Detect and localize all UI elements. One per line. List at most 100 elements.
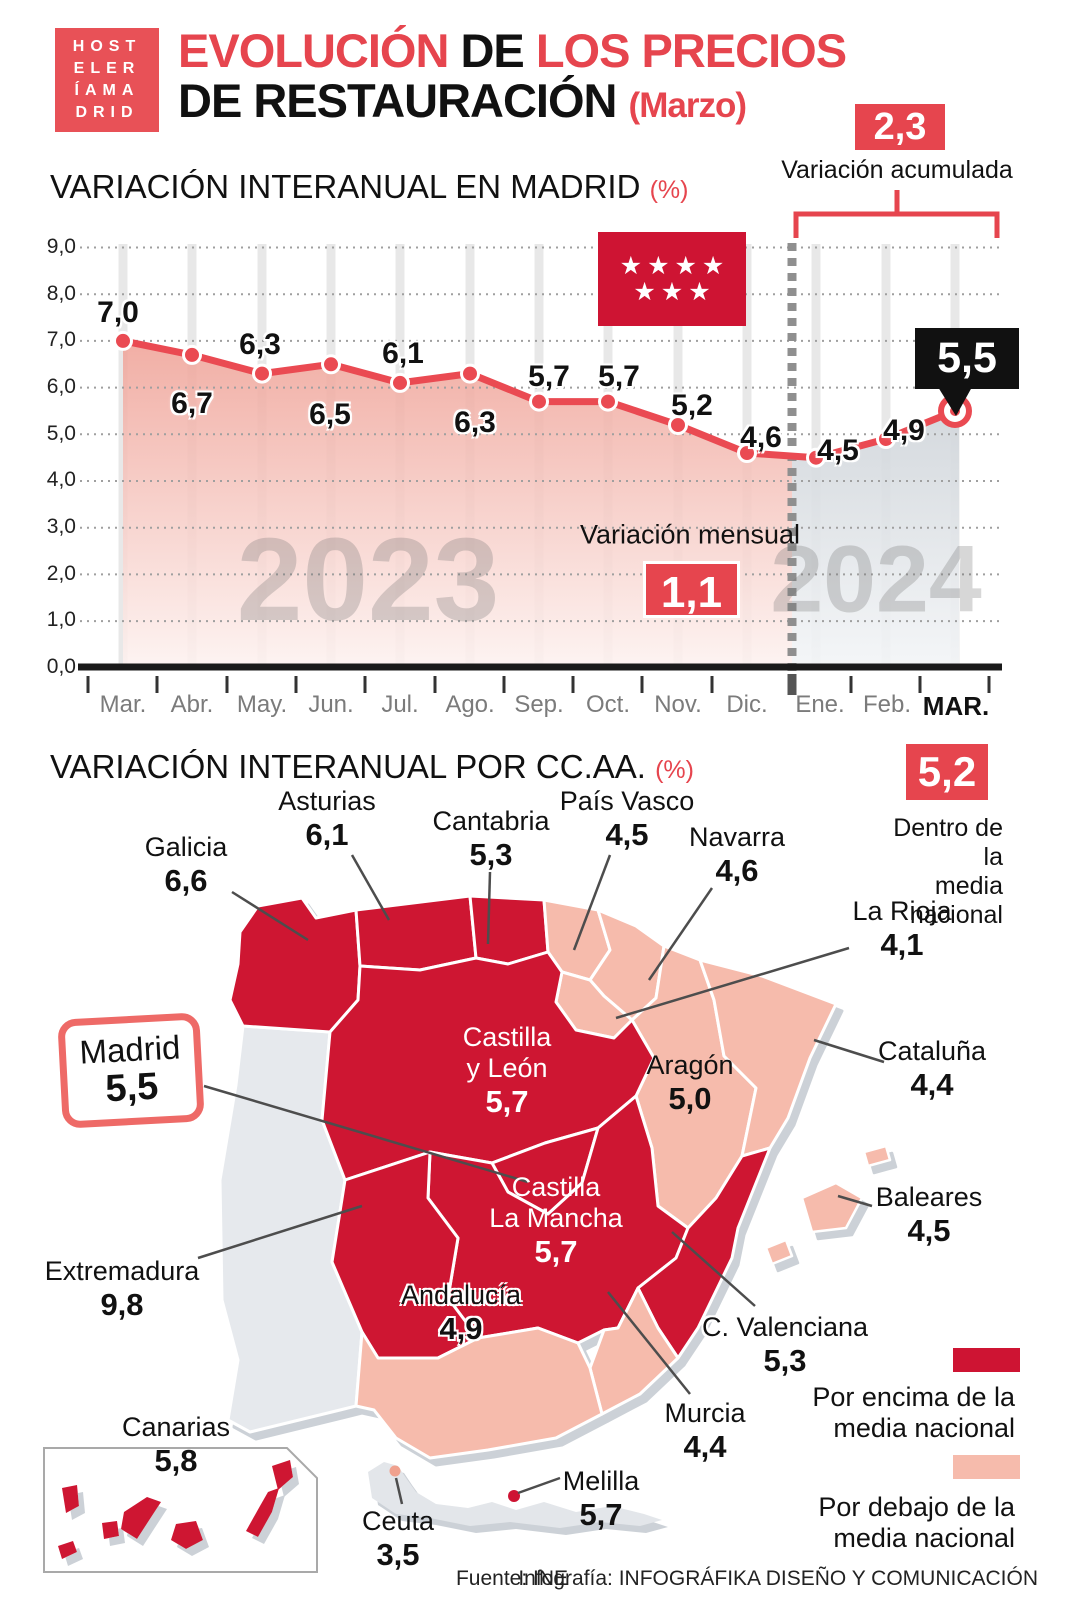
region-name: Baleares: [875, 1182, 983, 1212]
label-castilla-y-leon: Castilla y León 5,7: [463, 1022, 552, 1119]
logo-row: HOST: [72, 38, 142, 55]
month-label: Nov.: [654, 691, 702, 718]
point-value: 6,3: [239, 328, 281, 361]
region-name: Castilla: [462, 1022, 552, 1052]
accumulated-label: Variación acumulada: [781, 156, 1013, 184]
label-canarias: Canarias 5,8: [122, 1412, 230, 1478]
region-value: 5,7: [579, 1497, 623, 1532]
accumulated-bracket: [793, 190, 1000, 238]
watermark-2024: 2024: [770, 526, 982, 633]
label-aragon: Aragón 5,0: [646, 1050, 733, 1116]
region-value: 4,6: [715, 853, 759, 888]
point-value: 6,5: [309, 398, 351, 431]
label-pais-vasco: País Vasco 4,5: [560, 786, 695, 852]
y-tick: 4,0: [46, 468, 76, 491]
region-value: 4,5: [907, 1213, 951, 1248]
legend-swatch-above: [953, 1348, 1020, 1372]
region-value: 5,7: [534, 1234, 578, 1269]
chart-section-title-pct: (%): [649, 176, 689, 204]
point-value: 6,3: [454, 406, 496, 439]
region-c-valenciana: [636, 1146, 772, 1360]
y-tick: 1,0: [46, 608, 76, 631]
region-value: 5,5: [104, 1065, 160, 1111]
point-markers: [113, 330, 896, 468]
source-note: Fuente: INE: [455, 1567, 569, 1590]
label-ceuta: Ceuta 3,5: [362, 1506, 434, 1572]
month-label: Ene.: [795, 691, 845, 718]
title-month: (Marzo): [628, 86, 747, 125]
region-name: y León: [466, 1053, 548, 1083]
region-value: 3,5: [376, 1537, 420, 1572]
label-cantabria: Cantabria 5,3: [432, 806, 549, 872]
national-average-badge: 5,2: [906, 744, 988, 800]
area-2024: [792, 409, 959, 666]
label-c-valenciana: C. Valenciana 5,3: [702, 1312, 868, 1378]
region-name: Canarias: [121, 1412, 231, 1442]
y-tick: 7,0: [46, 328, 76, 351]
y-tick: 8,0: [46, 282, 76, 305]
africa-coast: [368, 1462, 662, 1528]
region-cantabria: [468, 894, 550, 966]
title-part: DE RESTAURACIÓN: [178, 74, 617, 127]
region-name: Asturias: [278, 786, 376, 816]
y-tick: 2,0: [46, 562, 76, 585]
region-value: 5,3: [763, 1343, 807, 1378]
label-cataluna: Cataluña 4,4: [878, 1036, 986, 1102]
month-label: Jun.: [308, 691, 354, 718]
label-melilla: Melilla 5,7: [563, 1466, 640, 1532]
title-part: LOS PRECIOS: [535, 24, 847, 77]
watermark-2023: 2023: [236, 514, 500, 646]
flag-stars-row: ★★★★: [619, 251, 730, 280]
logo-row: ELER: [73, 60, 141, 77]
y-tick: 3,0: [46, 515, 76, 538]
month-label-current: MAR.: [922, 691, 990, 721]
point-value: 4,6: [740, 421, 782, 454]
label-murcia: Murcia 4,4: [664, 1398, 745, 1464]
y-tick: 5,0: [46, 422, 76, 445]
region-value: 4,4: [910, 1067, 954, 1102]
region-name: La Rioja: [852, 896, 952, 926]
region-castilla-y-leon: [320, 950, 656, 1182]
label-madrid-box: Madrid 5,5: [57, 1012, 205, 1129]
month-label: Ago.: [445, 691, 495, 718]
point-value: 5,2: [671, 389, 713, 422]
region-value: 6,1: [305, 817, 349, 852]
title-part: EVOLUCIÓN: [178, 24, 449, 77]
region-asturias: [354, 894, 478, 972]
map-section-title-text: VARIACIÓN INTERANUAL POR CC.AA.: [50, 748, 646, 785]
region-ceuta-dot: [389, 1465, 401, 1477]
region-galicia: [228, 896, 362, 1034]
label-castilla-la-mancha: Castilla La Mancha 5,7: [489, 1172, 623, 1269]
month-label: Jul.: [381, 691, 419, 718]
national-average-label: Dentro de la media nacional: [893, 814, 1003, 929]
region-name: Navarra: [688, 822, 786, 852]
monthly-variation-label: Variación mensual: [579, 519, 801, 550]
label-andalucia: Andalucía 4,9: [401, 1280, 521, 1346]
legend-swatch-below: [953, 1455, 1020, 1479]
label-navarra: Navarra 4,6: [689, 822, 785, 888]
legend-below-label: Por debajo de la media nacional: [818, 1492, 1015, 1553]
credit-note: Infografía: INFOGRÁFIKA DISEÑO Y COMUNIC…: [518, 1567, 1038, 1590]
month-label: Feb.: [862, 691, 912, 718]
region-melilla-dot: [508, 1490, 520, 1502]
month-label: Sep.: [514, 691, 564, 718]
region-name: Andalucía: [400, 1280, 522, 1310]
title-part: DE: [460, 24, 524, 77]
map-section-title-pct: (%): [655, 756, 694, 784]
region-value: 5,8: [154, 1443, 198, 1478]
region-value: 6,6: [164, 863, 208, 898]
y-tick: 9,0: [46, 235, 76, 258]
legend-above-label: Por encima de la media nacional: [812, 1382, 1015, 1443]
flag-stars-row: ★★★: [633, 277, 716, 306]
region-value: 5,3: [469, 837, 513, 872]
leader-lines: [197, 854, 885, 1505]
chart-section-title-text: VARIACIÓN INTERANUAL EN MADRID: [50, 168, 641, 205]
axis-ticks: [86, 674, 991, 695]
label-asturias: Asturias 6,1: [278, 786, 376, 852]
logo-row: ÍAMA: [74, 82, 140, 99]
month-label: Abr.: [170, 691, 214, 718]
region-name: Ceuta: [361, 1506, 435, 1536]
label-galicia: Galicia 6,6: [145, 832, 228, 898]
point-value: 6,7: [171, 387, 213, 420]
